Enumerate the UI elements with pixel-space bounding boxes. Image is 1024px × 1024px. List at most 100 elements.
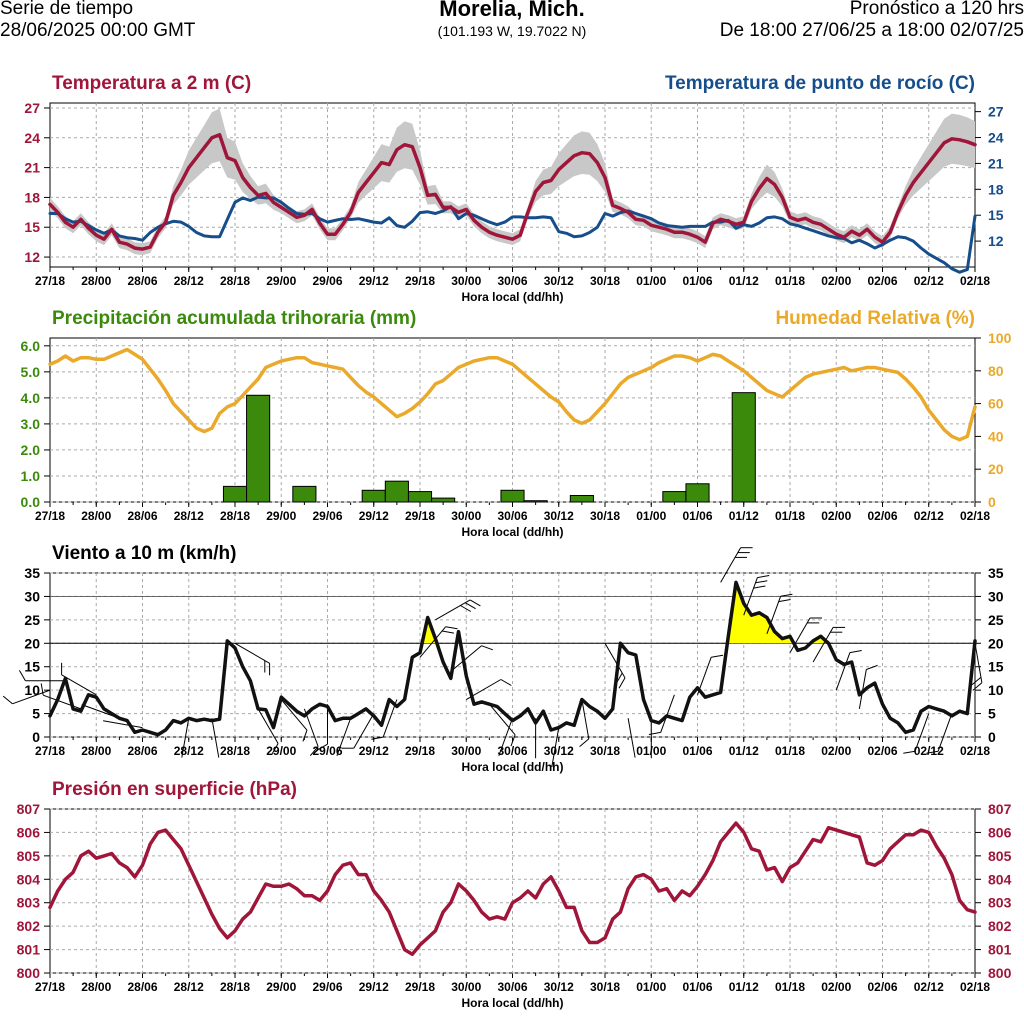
- location-coords: (101.193 W, 19.7022 N): [437, 23, 587, 39]
- y-tick-label-left: 0: [32, 729, 40, 745]
- x-tick-label: 01/12: [729, 509, 759, 523]
- x-tick-label: 02/06: [867, 509, 897, 523]
- wind-barb-staff: [551, 727, 560, 768]
- x-tick-label: 28/06: [127, 509, 157, 523]
- init-time: 28/06/2025 00:00 GMT: [0, 20, 196, 41]
- x-tick-label: 30/12: [544, 274, 574, 288]
- x-tick-label: 01/00: [636, 509, 666, 523]
- x-tick-label: 29/06: [312, 274, 342, 288]
- precip-bar: [384, 480, 409, 503]
- x-tick-label: 29/12: [359, 980, 389, 994]
- x-tick-label: 29/06: [312, 744, 342, 758]
- x-tick-label: 30/12: [544, 980, 574, 994]
- wind-barb: [336, 718, 352, 756]
- x-tick-label: 02/18: [960, 274, 990, 288]
- x-tick-label: 02/00: [821, 980, 851, 994]
- wind-barb: [2, 689, 51, 705]
- x-tick-label: 30/06: [497, 744, 527, 758]
- precip-bar: [685, 483, 710, 503]
- x-tick-label: 01/06: [682, 274, 712, 288]
- y-tick-label-right: 803: [988, 895, 1012, 911]
- precip-bar: [500, 489, 525, 503]
- x-tick-label: 29/18: [405, 274, 435, 288]
- y-tick-label-left: 10: [24, 682, 40, 698]
- wind-barb-staff: [789, 617, 811, 653]
- x-tick-label: 29/18: [405, 744, 435, 758]
- x-tick-label: 29/12: [359, 274, 389, 288]
- x-tick-label: 01/00: [636, 980, 666, 994]
- wind-barb: [435, 599, 481, 621]
- x-tick-label: 02/12: [914, 980, 944, 994]
- x-tick-label: 01/18: [775, 509, 805, 523]
- y-tick-label-left: 803: [17, 895, 41, 911]
- y-tick-label-left: 1.0: [21, 468, 41, 484]
- y-tick-label-left: 12: [24, 249, 40, 265]
- wind-barb: [858, 664, 878, 709]
- x-tick-label: 01/12: [729, 274, 759, 288]
- x-axis-label: Hora local (dd/hh): [462, 996, 564, 1010]
- wind-barb: [341, 713, 375, 749]
- x-tick-label: 30/18: [590, 509, 620, 523]
- wind-barb-staff: [450, 645, 482, 672]
- wind-barb: [103, 720, 143, 729]
- y-tick-label-left: 5: [32, 706, 40, 722]
- x-tick-label: 27/18: [35, 980, 65, 994]
- wind-barb-flag: [481, 645, 493, 651]
- wind-barb-flag: [18, 670, 26, 682]
- panel-title: Viento a 10 m (km/h): [52, 543, 236, 564]
- y-tick-label-right: 805: [988, 848, 1012, 864]
- wind-barb: [234, 642, 271, 676]
- precip-bar: [361, 489, 386, 503]
- y-tick-label-right: 30: [988, 588, 1004, 604]
- wind-barb-staff: [12, 689, 51, 705]
- y-tick-label-right: 12: [988, 233, 1004, 249]
- x-tick-label: 30/00: [451, 509, 481, 523]
- x-tick-label: 02/18: [960, 744, 990, 758]
- wind-barb-flag: [579, 738, 590, 747]
- y-tick-label-left: 3.0: [21, 416, 41, 432]
- y-tick-label-right: 807: [988, 801, 1012, 817]
- wind-barb-staff: [435, 599, 471, 621]
- y-tick-label-left: 801: [17, 942, 41, 958]
- wind-barb-staff: [61, 674, 97, 696]
- x-tick-label: 29/18: [405, 980, 435, 994]
- wind-barb-flag: [780, 593, 793, 597]
- wind-barb: [648, 694, 675, 735]
- wind-barb-flag: [445, 626, 458, 630]
- precip-bar: [662, 491, 687, 503]
- x-tick-label: 28/18: [220, 980, 250, 994]
- x-tick-label: 01/06: [682, 980, 712, 994]
- temperature-panel: 27/18 28/00 28/06 28/12 28/18 29/00 29/06 29/12…: [24, 73, 1003, 304]
- wind-barb: [579, 699, 590, 747]
- x-tick-label: 01/06: [682, 509, 712, 523]
- wind-barb-flag: [926, 750, 939, 754]
- panel-title-right: Temperatura de punto de rocío (C): [665, 73, 975, 94]
- wind-barb-staff: [766, 596, 782, 635]
- x-tick-label: 28/18: [220, 509, 250, 523]
- y-tick-label-right: 21: [988, 155, 1004, 171]
- x-tick-label: 27/18: [35, 274, 65, 288]
- x-tick-label: 02/06: [867, 744, 897, 758]
- x-tick-label: 28/00: [81, 509, 111, 523]
- x-tick-label: 28/12: [174, 274, 204, 288]
- wind-barb: [551, 727, 560, 768]
- x-tick-label: 02/12: [914, 509, 944, 523]
- wind-barb: [316, 704, 328, 751]
- pressure-line: [48, 821, 977, 957]
- x-tick-label: 28/06: [127, 274, 157, 288]
- x-tick-label: 30/18: [590, 744, 620, 758]
- x-tick-label: 30/12: [544, 744, 574, 758]
- x-tick-label: 28/00: [81, 274, 111, 288]
- wind-barb-flag: [302, 730, 308, 742]
- x-tick-label: 02/00: [821, 744, 851, 758]
- panel-title: Precipitación acumulada trihoraria (mm): [52, 308, 416, 329]
- y-tick-label-right: 802: [988, 918, 1012, 934]
- x-tick-label: 29/12: [359, 744, 389, 758]
- wind-barb-flag: [753, 585, 766, 589]
- header-center: Morelia, Mich. (101.193 W, 19.7022 N): [0, 0, 1024, 42]
- y-tick-label-left: 0.0: [21, 494, 41, 510]
- y-tick-label-right: 80: [988, 363, 1004, 379]
- y-tick-label-right: 0: [988, 494, 996, 510]
- precip-bar: [292, 485, 317, 503]
